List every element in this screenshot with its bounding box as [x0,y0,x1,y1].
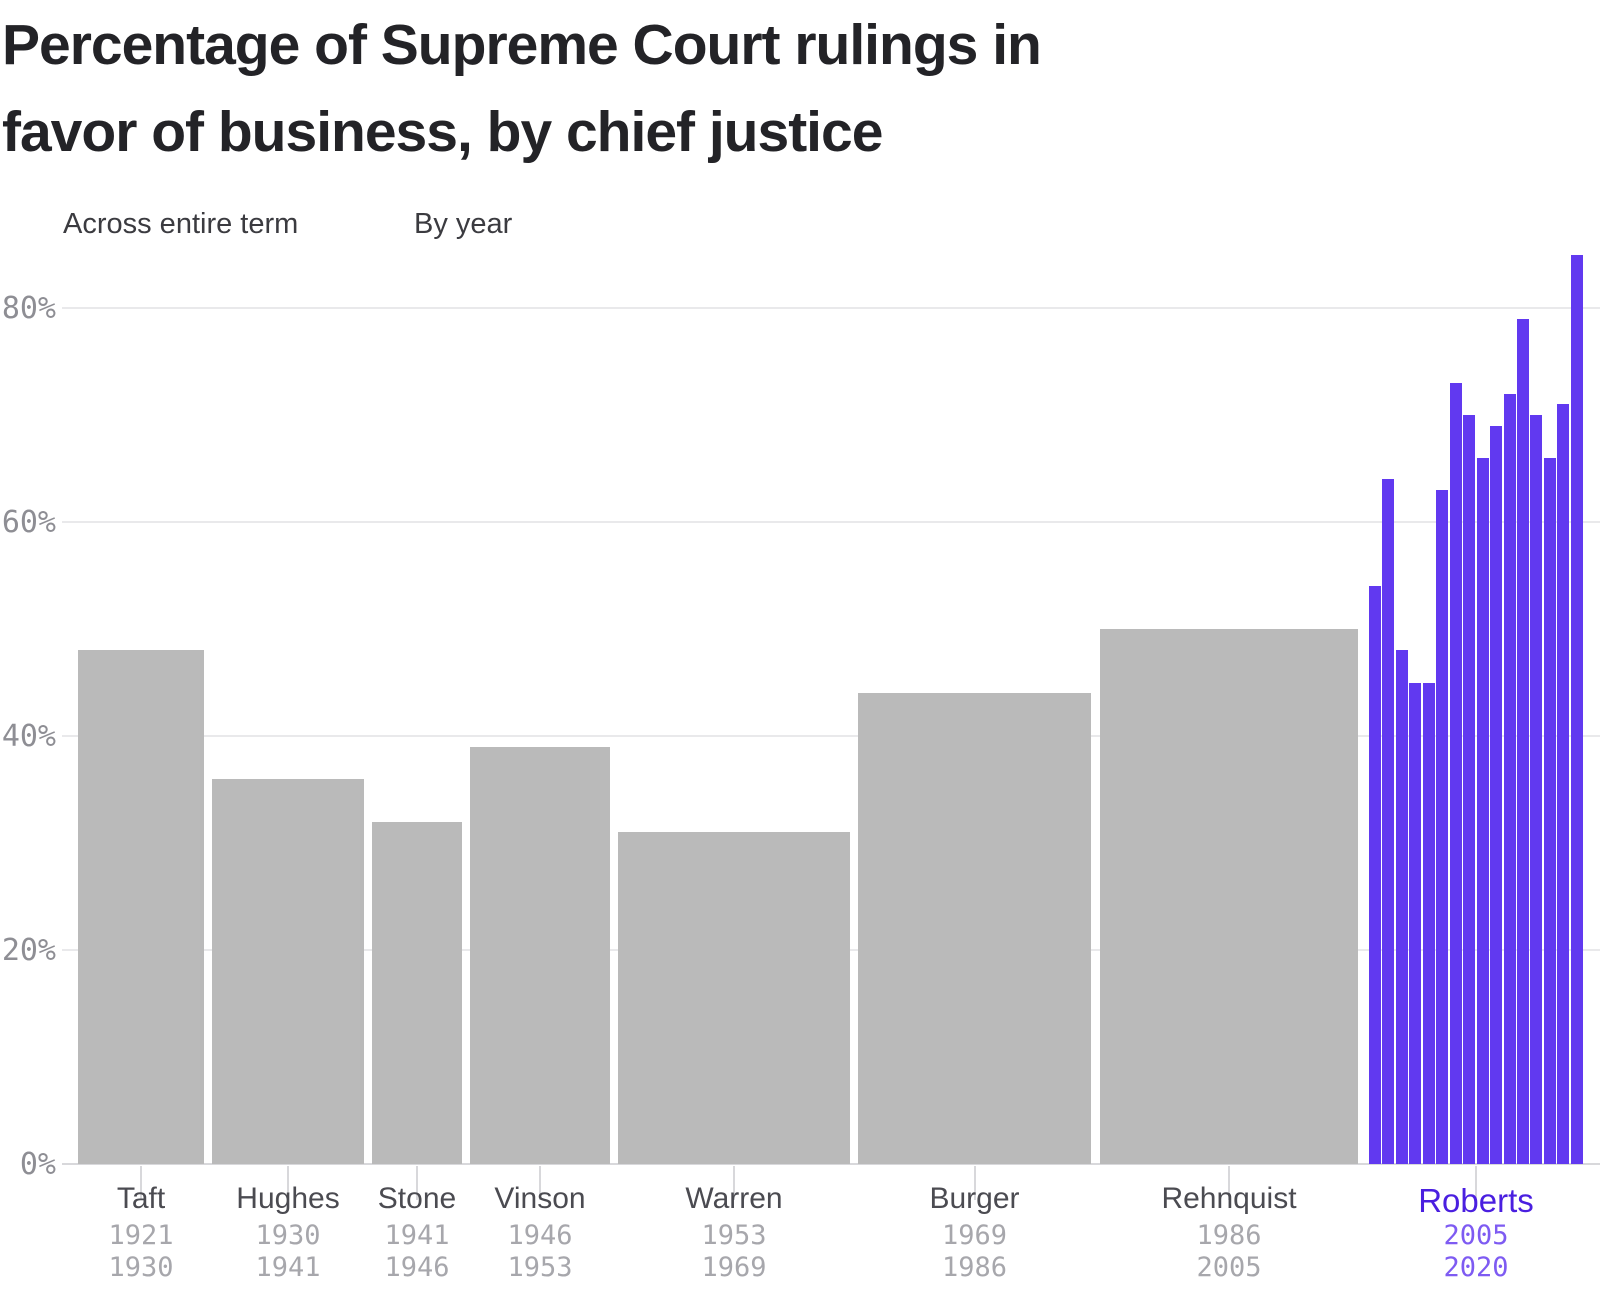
justice-label-taft: Taft [116,1182,166,1215]
x-axis-tick-stone [416,1166,418,1200]
bar-roberts-2020 [1571,255,1583,1164]
legend-swatch-entire-term [5,200,51,246]
bar-roberts-2017 [1530,415,1542,1164]
term-start-taft: 1921 [108,1220,174,1251]
chart-title: Percentage of Supreme Court rulings in f… [2,2,1562,176]
bar-roberts-2011 [1450,383,1462,1164]
bar-roberts-2016 [1517,319,1529,1164]
x-axis-tick-roberts [1475,1166,1477,1200]
bar-roberts-2005 [1369,586,1381,1164]
bar-stone [372,822,462,1164]
term-start-stone: 1941 [384,1220,450,1251]
bar-roberts-2019 [1557,404,1569,1164]
term-start-warren: 1953 [701,1220,767,1251]
y-axis-label-20: 20% [1,933,56,968]
legend: Across entire term By year [0,200,1600,248]
x-axis-tick-burger [973,1166,976,1200]
term-start-vinson: 1946 [507,1220,573,1251]
bar-burger [858,693,1091,1164]
term-end-hughes: 1941 [255,1252,321,1283]
bar-roberts-2013 [1477,458,1489,1164]
chart-title-line1: Percentage of Supreme Court rulings in [2,13,1042,77]
gridline-40 [62,735,1600,737]
x-axis-tick-hughes [287,1166,289,1200]
term-start-hughes: 1930 [255,1220,321,1251]
term-start-rehnquist: 1986 [1196,1220,1262,1251]
bar-roberts-2015 [1504,394,1516,1164]
term-start-roberts: 2005 [1443,1220,1509,1251]
justice-label-stone: Stone [377,1182,457,1215]
justice-label-hughes: Hughes [236,1182,340,1215]
bar-roberts-2006 [1382,479,1394,1164]
y-axis-label-0: 0% [19,1147,56,1182]
chart-title-line2: favor of business, by chief justice [2,100,883,164]
legend-label-by-year: By year [414,208,513,240]
bar-taft [78,650,204,1164]
bar-roberts-2014 [1490,426,1502,1164]
gridline-0 [62,1163,1600,1165]
bar-rehnquist [1100,629,1358,1164]
justice-label-vinson: Vinson [494,1182,586,1215]
bar-roberts-2008 [1409,683,1421,1164]
x-axis-tick-rehnquist [1228,1166,1230,1200]
legend-label-entire-term: Across entire term [63,208,299,240]
term-end-roberts: 2020 [1443,1252,1509,1283]
term-end-vinson: 1953 [507,1252,573,1283]
bar-hughes [212,779,364,1164]
term-end-burger: 1986 [941,1252,1008,1283]
bar-vinson [470,747,610,1164]
gridline-60 [62,521,1600,523]
bar-roberts-2009 [1423,683,1435,1164]
gridline-80 [62,307,1600,309]
bar-roberts-2010 [1436,490,1448,1164]
x-axis-tick-taft [140,1166,142,1200]
y-axis-label-40: 40% [1,719,56,754]
bar-roberts-2018 [1544,458,1556,1164]
bar-roberts-2012 [1463,415,1475,1164]
justice-label-rehnquist: Rehnquist [1161,1182,1297,1215]
justice-label-burger: Burger [929,1182,1020,1215]
y-axis-label-60: 60% [1,505,56,540]
term-start-burger: 1969 [941,1220,1008,1251]
x-axis-tick-vinson [539,1166,541,1200]
term-end-taft: 1930 [108,1252,174,1283]
term-end-stone: 1946 [384,1252,450,1283]
term-end-warren: 1969 [701,1252,767,1283]
y-axis-label-80: 80% [1,291,56,326]
x-axis-tick-warren [733,1166,735,1200]
justice-label-warren: Warren [685,1182,783,1215]
term-end-rehnquist: 2005 [1196,1252,1262,1283]
justice-label-roberts: Roberts [1418,1182,1534,1219]
bar-warren [618,832,850,1164]
legend-swatch-by-year [356,200,402,246]
bar-roberts-2007 [1396,650,1408,1164]
